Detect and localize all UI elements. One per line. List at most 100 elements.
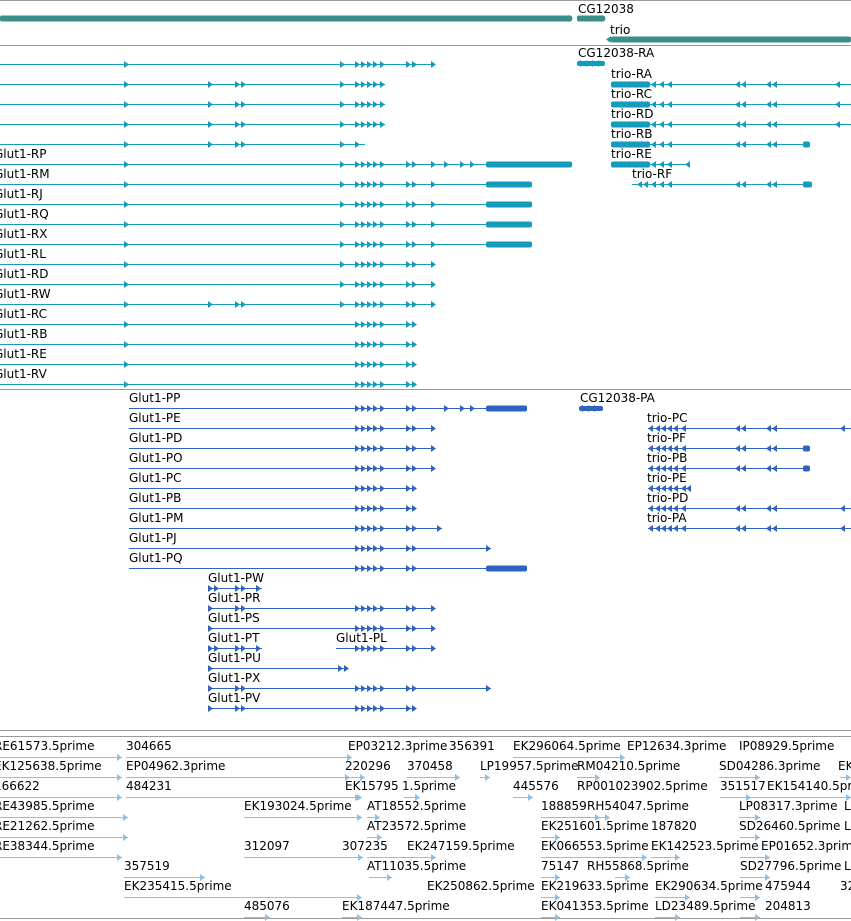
- feature-label[interactable]: EK187447.5prime: [342, 899, 450, 913]
- feature-label[interactable]: EK193024.5prime: [244, 799, 352, 813]
- feature-label[interactable]: 445576: [513, 779, 559, 793]
- feature-label[interactable]: RE21262.5prime: [0, 819, 95, 833]
- feature-label[interactable]: Glut1-PW: [208, 571, 265, 585]
- feature-label[interactable]: Glut1-RL: [0, 247, 46, 261]
- feature-label[interactable]: RH54047.5prime: [587, 799, 689, 813]
- feature-label[interactable]: EK219633.5prime: [541, 879, 649, 893]
- feature-label[interactable]: EK154140.5prime: [767, 779, 851, 793]
- feature-label[interactable]: EK235415.5prime: [124, 879, 232, 893]
- feature-label[interactable]: Glut1-RP: [0, 147, 47, 161]
- feature-label[interactable]: Glut1-PC: [129, 471, 182, 485]
- feature-label[interactable]: Glut1-PS: [208, 611, 260, 625]
- feature-label[interactable]: 304665: [126, 739, 172, 753]
- feature-label[interactable]: Glut1-RQ: [0, 207, 49, 221]
- feature-label[interactable]: Glut1-RV: [0, 367, 47, 381]
- feature-label[interactable]: RE38344.5prime: [0, 839, 95, 853]
- feature-label[interactable]: EK296064.5prime: [513, 739, 621, 753]
- feature-label[interactable]: AT23572.5prime: [367, 819, 467, 833]
- feature-label[interactable]: EK125638.5prime: [0, 759, 102, 773]
- feature-label[interactable]: Glut1-PJ: [129, 531, 177, 545]
- feature-label[interactable]: L: [844, 819, 851, 833]
- feature-label[interactable]: AT18552.5prime: [367, 799, 467, 813]
- feature-label[interactable]: SD26460.5prime: [739, 819, 841, 833]
- feature-label[interactable]: Glut1-RX: [0, 227, 48, 241]
- feature-label[interactable]: trio: [610, 23, 631, 37]
- feature-label[interactable]: trio-RE: [611, 147, 652, 161]
- feature-label[interactable]: EP04962.3prime: [126, 759, 226, 773]
- feature-label[interactable]: trio-PF: [647, 431, 687, 445]
- feature-label[interactable]: EK041353.5prime: [541, 899, 649, 913]
- feature-label[interactable]: trio-RC: [611, 87, 652, 101]
- feature-label[interactable]: 356391: [449, 739, 495, 753]
- feature-label[interactable]: Glut1-RE: [0, 347, 47, 361]
- feature-label[interactable]: Glut1-PM: [129, 511, 184, 525]
- feature-label[interactable]: 220296: [345, 759, 391, 773]
- feature-label[interactable]: trio-RD: [611, 107, 654, 121]
- feature-label[interactable]: CG12038-RA: [578, 46, 655, 60]
- feature-label[interactable]: trio-RA: [611, 67, 652, 81]
- feature-label[interactable]: Glut1-RM: [0, 167, 50, 181]
- feature-label[interactable]: Glut1-PX: [208, 671, 261, 685]
- feature-label[interactable]: EP01652.3prime: [761, 839, 851, 853]
- feature-label[interactable]: trio-RB: [611, 127, 653, 141]
- feature-label[interactable]: trio-PA: [647, 511, 687, 525]
- feature-label[interactable]: SD27796.5prime: [740, 859, 842, 873]
- feature-label[interactable]: 484231: [126, 779, 172, 793]
- feature-label[interactable]: 188859: [541, 799, 587, 813]
- feature-label[interactable]: 32: [840, 879, 851, 893]
- feature-label[interactable]: EK247159.5prime: [407, 839, 515, 853]
- feature-label[interactable]: 485076: [244, 899, 290, 913]
- feature-label[interactable]: LD23489.5prime: [655, 899, 756, 913]
- feature-label[interactable]: RP001023902.5prime: [577, 779, 708, 793]
- feature-label[interactable]: EK066553.5prime: [541, 839, 649, 853]
- feature-label[interactable]: trio-PD: [647, 491, 689, 505]
- feature-label[interactable]: Glut1-PL: [336, 631, 387, 645]
- feature-label[interactable]: AT11035.5prime: [367, 859, 467, 873]
- feature-label[interactable]: EK142523.5prime: [651, 839, 759, 853]
- feature-label[interactable]: 307235: [342, 839, 388, 853]
- feature-label[interactable]: Glut1-RC: [0, 307, 48, 321]
- feature-label[interactable]: Glut1-PP: [129, 391, 181, 405]
- feature-label[interactable]: EK250862.5prime: [427, 879, 535, 893]
- feature-label[interactable]: CG12038: [578, 2, 634, 16]
- feature-label[interactable]: RH55868.5prime: [587, 859, 689, 873]
- feature-label[interactable]: EP03212.3prime: [348, 739, 448, 753]
- feature-label[interactable]: Glut1-PV: [208, 691, 261, 705]
- feature-label[interactable]: LP08317.3prime: [739, 799, 838, 813]
- feature-label[interactable]: Glut1-RW: [0, 287, 51, 301]
- feature-label[interactable]: Glut1-PE: [129, 411, 181, 425]
- feature-label[interactable]: 75147: [541, 859, 580, 873]
- feature-label[interactable]: EK251601.5prime: [541, 819, 649, 833]
- feature-label[interactable]: RE43985.5prime: [0, 799, 95, 813]
- feature-label[interactable]: trio-PC: [647, 411, 688, 425]
- feature-label[interactable]: 1.5prime: [402, 779, 457, 793]
- feature-label[interactable]: RE61573.5prime: [0, 739, 95, 753]
- feature-label[interactable]: trio-RF: [632, 167, 673, 181]
- feature-label[interactable]: L: [844, 859, 851, 873]
- feature-label[interactable]: EP12634.3prime: [627, 739, 727, 753]
- feature-label[interactable]: Glut1-PO: [129, 451, 183, 465]
- feature-label[interactable]: EK15795: [345, 779, 399, 793]
- feature-label[interactable]: IP08929.5prime: [739, 739, 835, 753]
- feature-label[interactable]: trio-PE: [647, 471, 687, 485]
- feature-label[interactable]: Glut1-PR: [208, 591, 261, 605]
- feature-label[interactable]: 187820: [651, 819, 697, 833]
- feature-label[interactable]: Glut1-PD: [129, 431, 183, 445]
- feature-label[interactable]: Glut1-PQ: [129, 551, 183, 565]
- feature-label[interactable]: Glut1-PU: [208, 651, 261, 665]
- feature-label[interactable]: RM04210.5prime: [577, 759, 681, 773]
- feature-label[interactable]: L: [844, 799, 851, 813]
- feature-label[interactable]: 475944: [765, 879, 811, 893]
- feature-label[interactable]: 166622: [0, 779, 40, 793]
- feature-label[interactable]: Glut1-PT: [208, 631, 260, 645]
- feature-label[interactable]: Glut1-RD: [0, 267, 49, 281]
- feature-label[interactable]: CG12038-PA: [580, 391, 655, 405]
- feature-label[interactable]: 312097: [244, 839, 290, 853]
- feature-label[interactable]: EK290634.5prime: [655, 879, 763, 893]
- feature-label[interactable]: Glut1-RJ: [0, 187, 43, 201]
- feature-label[interactable]: 357519: [124, 859, 170, 873]
- feature-label[interactable]: 204813: [765, 899, 811, 913]
- feature-label[interactable]: EK: [838, 759, 851, 773]
- feature-label[interactable]: 370458: [407, 759, 453, 773]
- feature-label[interactable]: Glut1-RB: [0, 327, 48, 341]
